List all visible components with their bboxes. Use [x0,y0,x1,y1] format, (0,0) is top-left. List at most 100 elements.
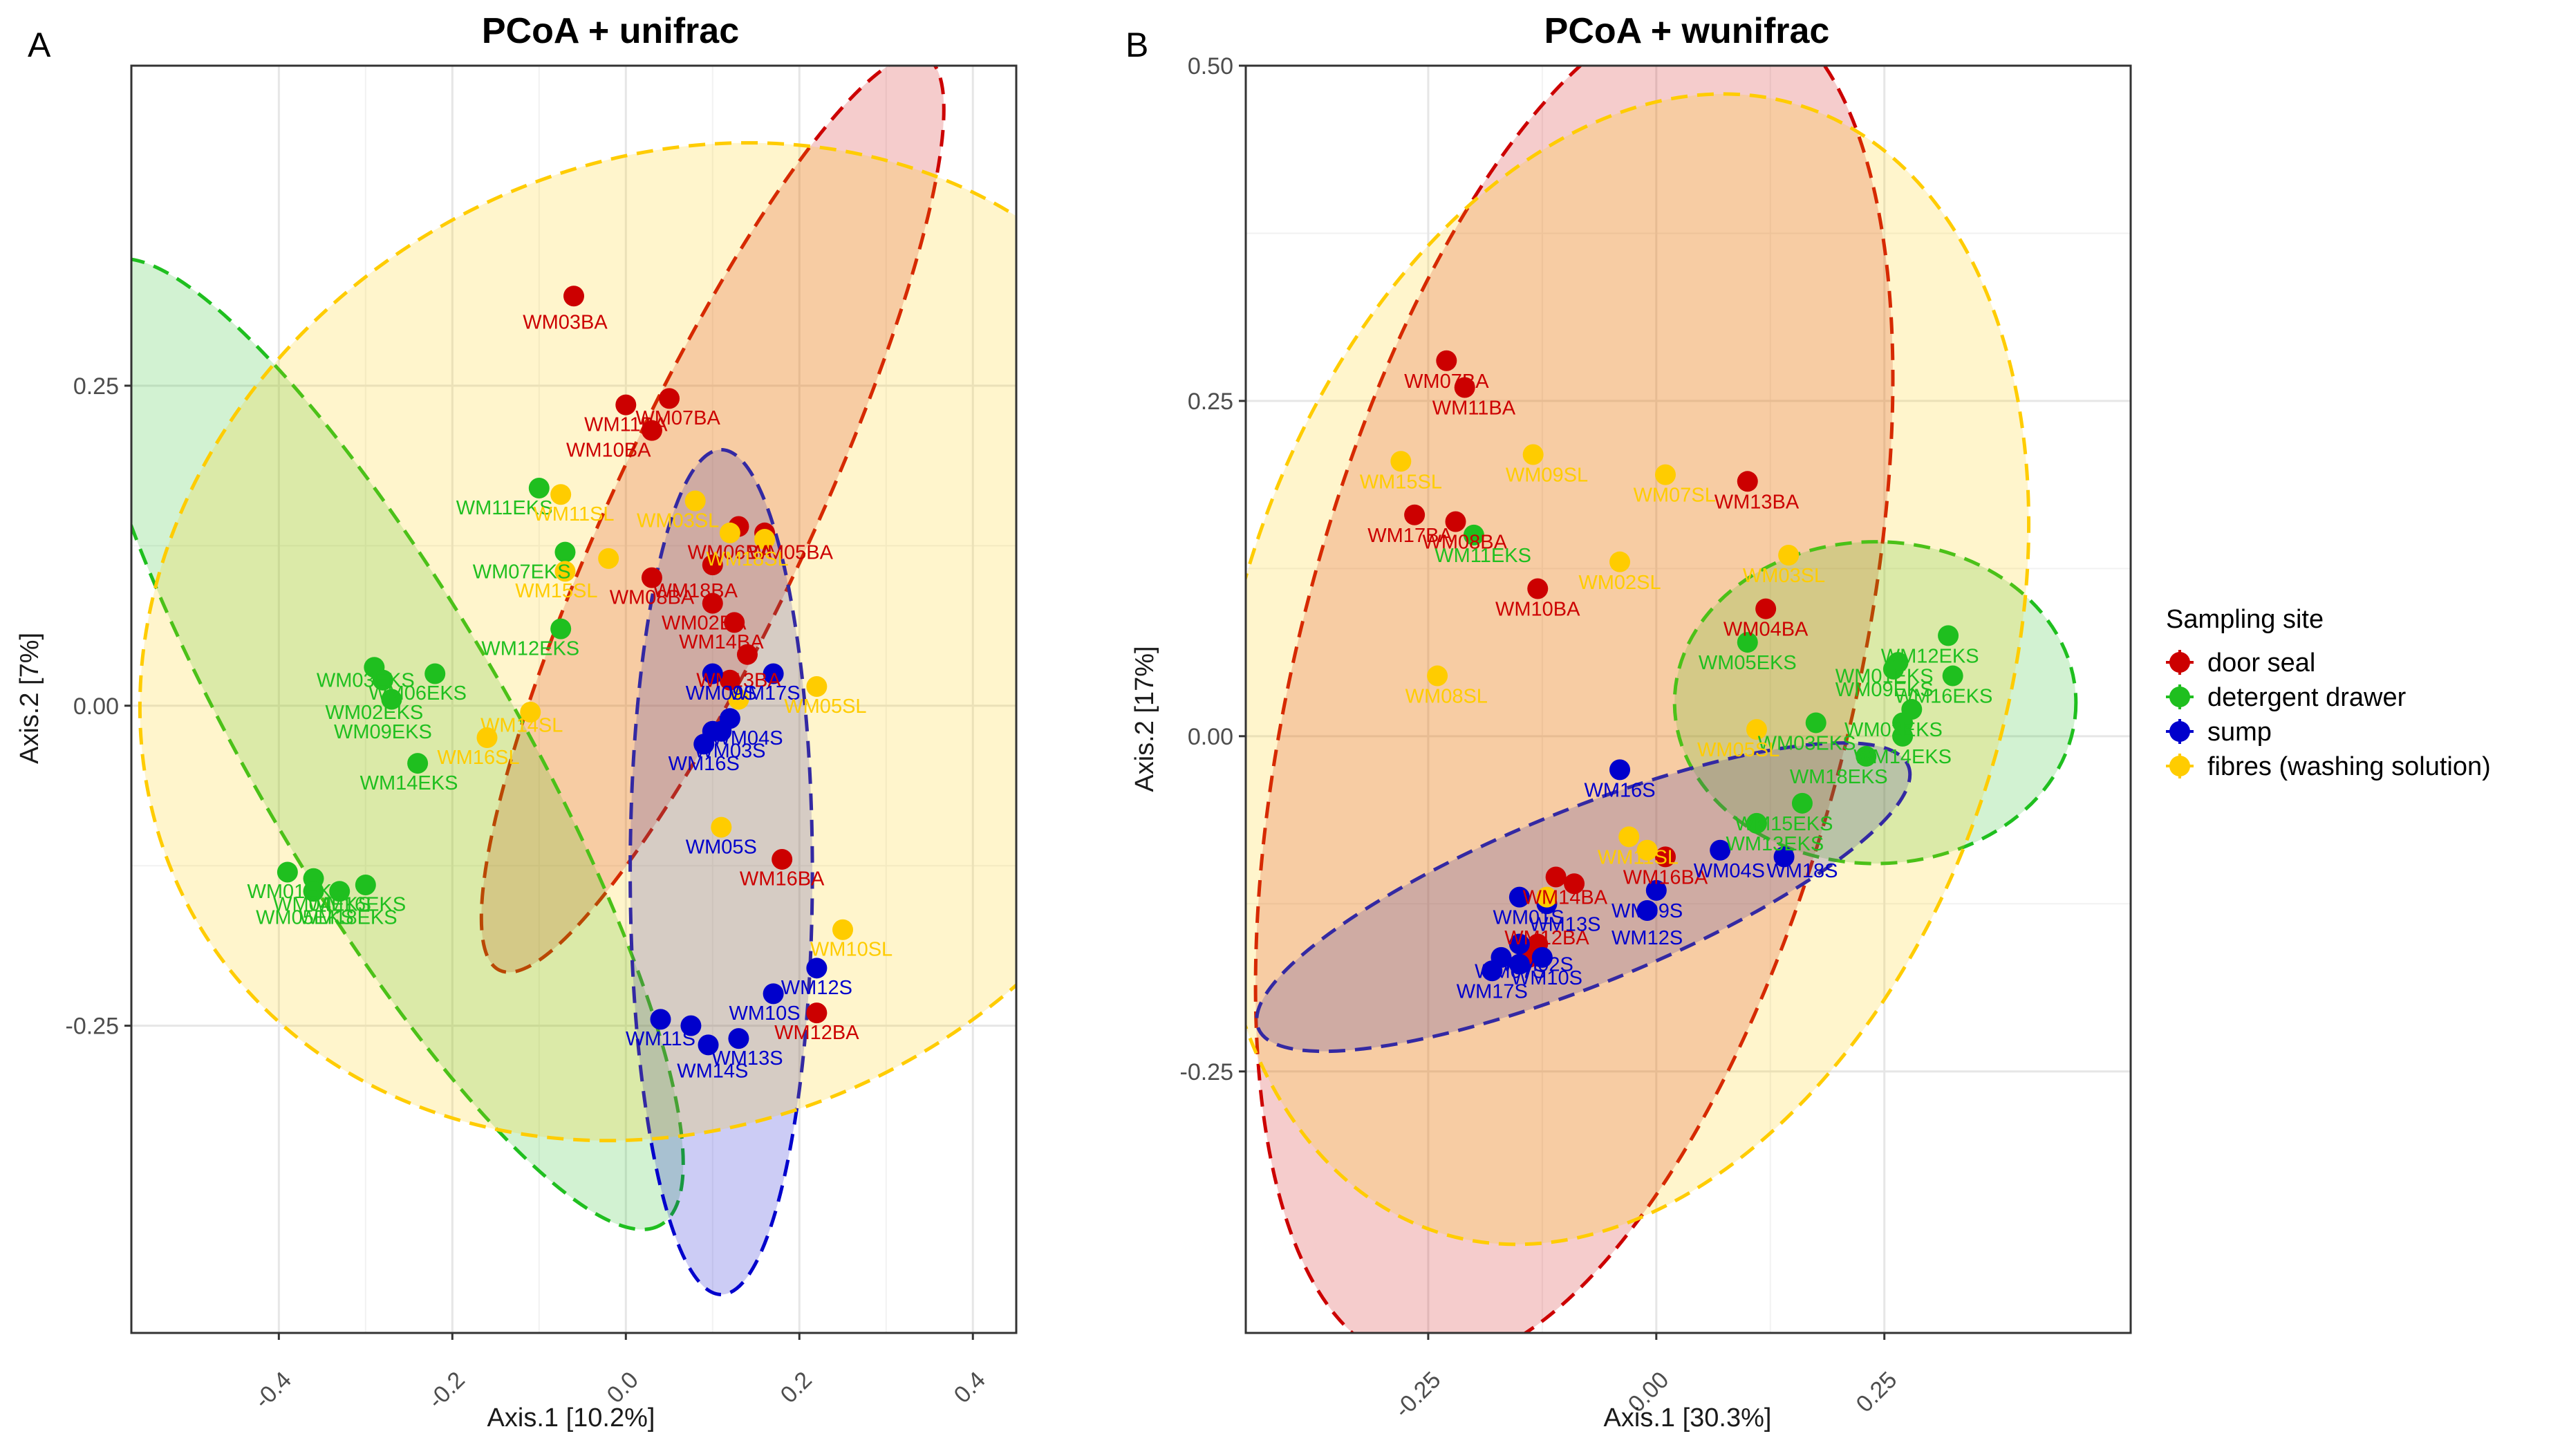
legend-item-fibres-washing-solution: fibres (washing solution) [2166,752,2491,781]
point-wm14eks [1892,725,1914,747]
point-wm13eks [1746,812,1767,834]
legend-item-detergent-drawer: detergent drawer [2166,683,2407,712]
point-wm12s [806,958,828,979]
point-label-wm12eks: WM12EKS [481,637,579,660]
point-label-wm13eks: WM13EKS [1726,833,1824,855]
point-label-wm03s: WM03S [694,740,765,763]
point-labels: WM03BAWM11BAWM07BAWM10BAWM06BAWM05BAWM18… [247,311,893,1082]
point-wm11sl [1636,839,1658,861]
point-label-wm09eks: WM09EKS [1835,679,1934,701]
point-wm12ba [806,1002,828,1024]
ellipse-sump [628,447,814,1296]
point-label-wm13ba: WM13BA [1714,491,1800,513]
point-wm08ba [1445,511,1466,532]
point-label-wm09s: WM09S [1611,900,1683,922]
point-label-wm09s: WM09S [686,682,757,704]
point-label-wm10ba: WM10BA [566,439,651,461]
point-wm11s [650,1009,671,1030]
point-label-wm07eks: WM07EKS [473,561,571,583]
point-wm10ba [1527,578,1549,599]
point-wm05eks [303,881,324,902]
ellipse-sump [1255,741,1912,1054]
point-wm17s [1482,960,1503,982]
x-tick-label: -0.25 [1390,1367,1446,1424]
point-wm14s [698,1034,719,1056]
point-label-wm15sl: WM15SL [1360,471,1442,493]
point-wm02ba [724,612,745,633]
point-label-wm03sl: WM03SL [637,510,719,532]
y-tick-label: 0.50 [1188,53,1233,80]
point-wm14ba [1545,866,1567,888]
point-label-wm05sl: WM05SL [1697,739,1779,761]
point-wm05sl [1746,719,1767,740]
point-label-wm18eks: WM18EKS [299,906,398,928]
point-wm09s [702,663,723,684]
point-label-wm14s: WM14S [677,1060,748,1082]
point-label-wm12ba: WM12BA [774,1022,859,1044]
point-wm18sl [719,522,740,543]
point-label-wm13s: WM13S [1529,913,1600,935]
point-wm12eks [1938,625,1959,646]
point-wm11ba [615,394,637,416]
legend-key-dot [2169,652,2190,673]
point-label-wm16ba: WM16BA [1623,867,1708,889]
point-wm01eks [277,861,298,883]
point-wm12s [1636,900,1658,921]
point-label-wm04s: WM04S [1694,860,1765,882]
point-wm11eks [528,478,550,498]
point-label-wm12eks: WM12EKS [1881,645,1979,667]
point-label-wm12ba: WM12BA [1504,927,1589,949]
point-label-wm05eks: WM05EKS [1699,652,1797,674]
legend-key-dot [2169,687,2190,707]
y-tick-label: 0.25 [73,373,119,400]
point-wm12eks [550,618,572,640]
y-axis-label-a: Axis.2 [7%] [15,633,44,764]
y-tick-label: 0.00 [73,693,119,720]
point-label-wm18sl: WM18SL [706,548,788,570]
point-label-wm02eks: WM02EKS [325,702,423,724]
point-label-wm04eks: WM04EKS [273,894,371,916]
point-wm16s [1609,759,1631,781]
point-label-wm03ba: WM03BA [523,311,608,333]
point-wm09s [1645,879,1667,901]
y-tick-label: -0.25 [1180,1059,1234,1085]
point-wm09sl [711,816,732,838]
point-label-wm05eks: WM05EKS [256,906,354,928]
point-label-wm04ba: WM04BA [1723,619,1809,641]
point-label-wm16s: WM16S [1584,779,1655,801]
point-wm02ba [1564,873,1585,895]
point-label-wm15sl: WM15SL [515,580,597,602]
point-label-wm05sl: WM05SL [784,696,866,718]
point-label-wm14eks: WM14EKS [1853,746,1952,768]
point-wm06sl [598,548,619,569]
point-wm04s [1710,839,1731,861]
point-wm14ba [736,644,758,665]
point-label-wm14sl: WM14SL [480,715,563,737]
point-label-wm08ba: WM08BA [610,586,695,608]
point-label-wm17s: WM17S [1457,980,1528,1002]
point-wm02eks [372,669,393,691]
point-label-wm16eks: WM16EKS [1895,686,1993,708]
x-tick-label: -0.4 [250,1367,297,1414]
point-label-wm12s: WM12S [781,977,852,999]
legend-label: fibres (washing solution) [2207,752,2491,781]
ellipse-fibres-washing-solution [1246,92,2031,1247]
point-wm18s [1773,846,1795,868]
legend-label: detergent drawer [2207,683,2407,712]
point-wm11ba [1454,377,1475,398]
ellipse-door-seal [479,66,946,974]
point-label-wm11ba: WM11BA [1432,398,1516,420]
point-wm11sl [550,484,572,505]
point-wm10sl [832,919,854,940]
point-label-wm02ba: WM02BA [662,612,747,634]
plot-background [1246,66,2131,1333]
gridlines [1246,64,2131,1333]
point-label-wm01eks: WM01EKS [1835,666,1934,688]
point-wm03s [702,720,723,742]
point-label-wm11sl: WM11SL [533,503,614,525]
x-tick-label: 0.2 [776,1367,817,1408]
point-wm15sl [554,561,576,582]
point-wm16sl [476,727,498,749]
point-label-wm12s: WM12S [1611,927,1683,949]
